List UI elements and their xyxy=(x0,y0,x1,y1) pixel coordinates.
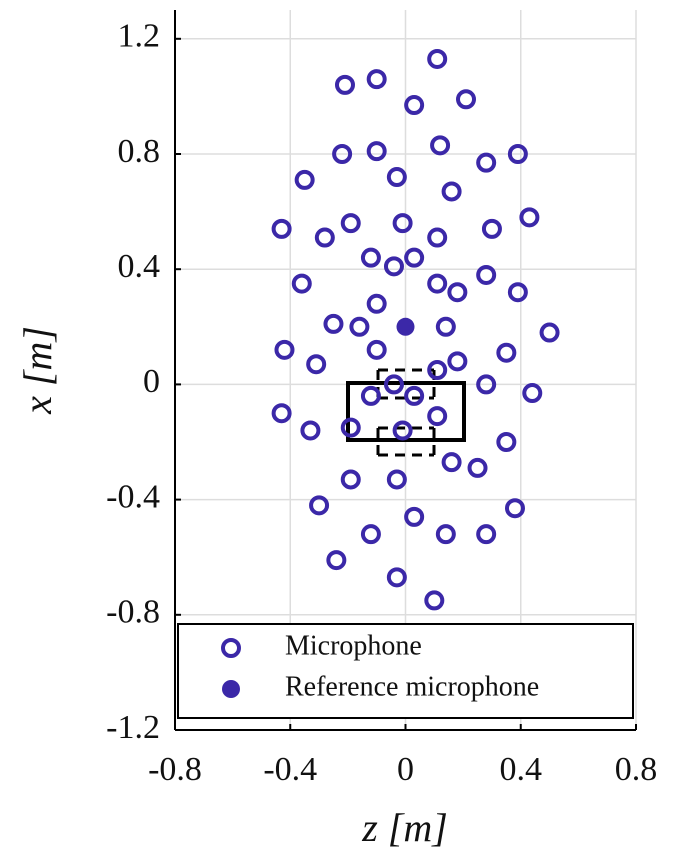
marker xyxy=(427,227,448,248)
marker xyxy=(340,417,361,438)
marker xyxy=(404,95,425,116)
marker xyxy=(306,354,327,375)
marker xyxy=(441,452,462,473)
marker xyxy=(326,550,347,571)
marker xyxy=(507,144,528,164)
marker xyxy=(222,680,240,698)
marker xyxy=(404,247,425,268)
x-axis-title: z [m] xyxy=(361,805,448,850)
marker xyxy=(386,567,407,588)
marker xyxy=(360,247,381,268)
marker xyxy=(427,273,448,294)
marker xyxy=(496,432,517,452)
grid: -0.8 -0.4 0 0.4 0.8 1.2 0.8 0.4 0 -0.4 -0.8 -1.2 xyxy=(106,10,657,788)
marker xyxy=(323,313,344,334)
marker xyxy=(392,420,413,441)
y-tick-label: -0.4 xyxy=(106,478,160,515)
y-tick-label: 0 xyxy=(143,363,160,400)
marker xyxy=(340,213,361,234)
marker xyxy=(392,213,413,234)
y-tick-label: -0.8 xyxy=(106,594,160,631)
marker xyxy=(476,152,497,173)
marker xyxy=(427,406,448,427)
marker xyxy=(309,495,330,516)
marker xyxy=(447,282,468,303)
x-tick-label: 0 xyxy=(397,751,414,788)
x-tick-label: -0.4 xyxy=(263,751,317,788)
marker xyxy=(360,385,381,406)
points xyxy=(271,48,560,611)
marker xyxy=(294,169,315,190)
marker xyxy=(366,69,387,90)
y-tick-label: 0.4 xyxy=(118,248,161,285)
marker xyxy=(332,144,353,164)
marker xyxy=(435,316,456,337)
marker xyxy=(427,360,448,380)
x-tick-label: 0.8 xyxy=(615,751,658,788)
marker xyxy=(476,264,497,285)
marker xyxy=(291,273,312,294)
marker xyxy=(404,506,425,527)
marker xyxy=(504,498,525,519)
marker xyxy=(424,590,445,611)
marker xyxy=(404,385,425,406)
marker xyxy=(507,282,528,303)
legend-box xyxy=(177,623,634,719)
legend-label: Microphone xyxy=(285,630,422,661)
marker xyxy=(476,374,497,395)
marker xyxy=(456,89,477,110)
marker xyxy=(366,339,387,360)
marker xyxy=(386,469,407,490)
y-tick-label: 0.8 xyxy=(118,133,161,170)
marker xyxy=(366,141,387,162)
marker xyxy=(271,403,292,424)
marker xyxy=(274,339,295,360)
marker xyxy=(221,638,241,658)
setup-outline xyxy=(346,368,466,457)
marker xyxy=(366,293,387,314)
marker xyxy=(383,374,404,395)
marker xyxy=(349,316,370,337)
marker xyxy=(496,342,517,363)
marker xyxy=(522,383,543,404)
legend-label: Reference microphone xyxy=(285,671,539,702)
marker xyxy=(441,181,462,202)
marker xyxy=(481,218,502,239)
marker xyxy=(396,317,415,336)
marker xyxy=(314,227,335,248)
marker xyxy=(467,457,488,478)
marker xyxy=(383,256,404,277)
marker xyxy=(360,524,381,545)
marker xyxy=(430,135,451,156)
marker xyxy=(271,218,292,239)
marker xyxy=(340,469,361,490)
marker xyxy=(300,420,321,441)
y-tick-label: -1.2 xyxy=(106,709,160,746)
x-tick-label: 0.4 xyxy=(500,751,543,788)
marker xyxy=(386,167,407,188)
legend: Microphone Reference microphone xyxy=(221,630,539,702)
marker xyxy=(476,524,497,545)
marker xyxy=(539,322,560,343)
marker xyxy=(435,524,456,545)
marker xyxy=(447,351,468,372)
marker xyxy=(519,207,540,228)
marker xyxy=(334,74,355,95)
x-tick-label: -0.8 xyxy=(148,751,202,788)
y-tick-label: 1.2 xyxy=(118,18,161,55)
y-axis-title: x [m] xyxy=(15,326,60,415)
marker xyxy=(427,48,448,69)
